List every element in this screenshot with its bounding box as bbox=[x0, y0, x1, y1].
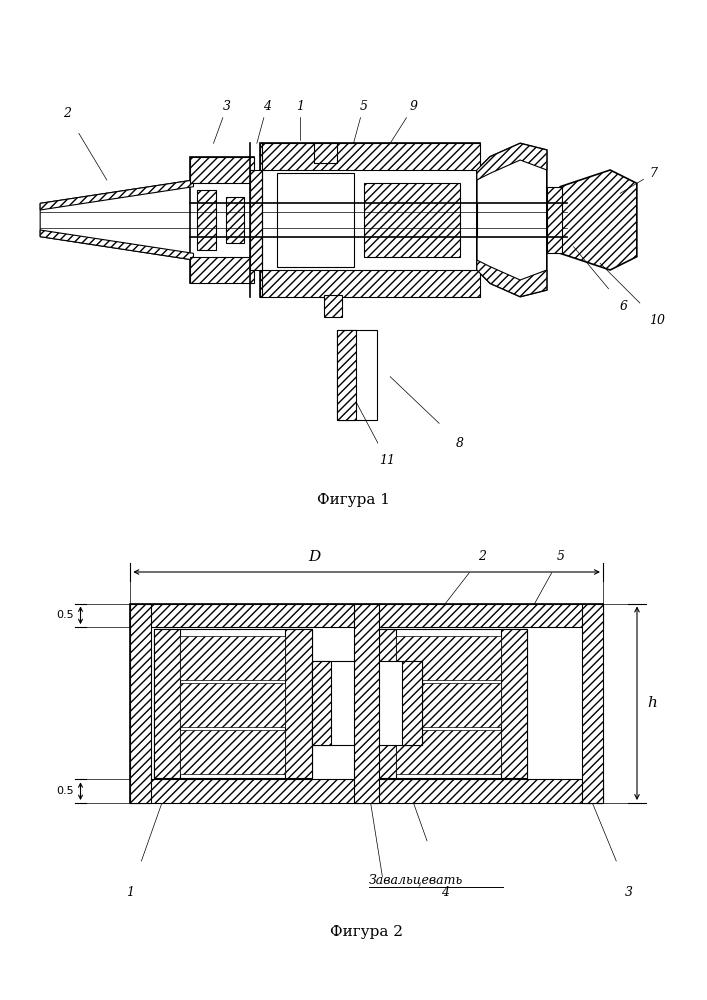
Bar bbox=[354, 603, 379, 803]
Text: 2: 2 bbox=[63, 107, 71, 120]
Text: 9: 9 bbox=[409, 100, 418, 113]
Bar bbox=[190, 157, 254, 183]
Polygon shape bbox=[477, 143, 547, 180]
Text: 6: 6 bbox=[619, 300, 628, 313]
Polygon shape bbox=[477, 260, 547, 297]
Polygon shape bbox=[40, 180, 194, 260]
Bar bbox=[285, 629, 312, 778]
Bar bbox=[180, 636, 285, 680]
Text: 11: 11 bbox=[379, 454, 395, 466]
Bar bbox=[130, 603, 603, 627]
Bar bbox=[337, 330, 377, 420]
Bar bbox=[501, 629, 527, 778]
Text: 10: 10 bbox=[649, 314, 665, 326]
Text: 1: 1 bbox=[296, 100, 304, 113]
Polygon shape bbox=[477, 143, 547, 297]
Bar bbox=[154, 629, 180, 778]
Polygon shape bbox=[560, 170, 637, 270]
Bar bbox=[260, 143, 480, 297]
Text: h: h bbox=[648, 696, 658, 710]
Polygon shape bbox=[40, 230, 194, 260]
Text: Фигура 1: Фигура 1 bbox=[317, 493, 390, 507]
Bar bbox=[369, 629, 395, 778]
Bar bbox=[313, 143, 337, 163]
Bar bbox=[363, 183, 460, 257]
Bar bbox=[337, 330, 356, 420]
Bar bbox=[312, 661, 332, 745]
Bar bbox=[395, 636, 501, 680]
Bar bbox=[369, 629, 527, 778]
Text: 7: 7 bbox=[650, 167, 658, 180]
Bar bbox=[312, 661, 422, 745]
Text: 3: 3 bbox=[625, 886, 633, 899]
Text: 4: 4 bbox=[441, 886, 450, 899]
Bar bbox=[197, 190, 216, 250]
Bar bbox=[154, 629, 312, 778]
Text: Завальцевать: Завальцевать bbox=[369, 874, 464, 887]
Polygon shape bbox=[40, 180, 194, 210]
Text: 5: 5 bbox=[359, 100, 368, 113]
Bar bbox=[180, 730, 285, 774]
Bar bbox=[180, 683, 285, 727]
Bar bbox=[130, 603, 603, 803]
Text: 2: 2 bbox=[478, 550, 486, 563]
Bar bbox=[277, 173, 354, 267]
Text: 5: 5 bbox=[557, 550, 565, 563]
Text: 3: 3 bbox=[223, 100, 230, 113]
Text: 8: 8 bbox=[456, 437, 464, 450]
Bar bbox=[324, 295, 342, 317]
Bar bbox=[260, 143, 480, 170]
Text: 0.5: 0.5 bbox=[57, 786, 74, 796]
Text: D: D bbox=[308, 550, 320, 564]
Bar bbox=[547, 187, 561, 253]
Bar bbox=[190, 257, 254, 283]
Bar bbox=[250, 170, 262, 270]
Bar bbox=[226, 197, 244, 243]
Text: 0.5: 0.5 bbox=[57, 610, 74, 620]
Bar bbox=[582, 603, 603, 803]
Bar bbox=[395, 683, 501, 727]
Bar bbox=[190, 157, 254, 283]
Text: 4: 4 bbox=[263, 100, 271, 113]
Bar bbox=[130, 779, 603, 803]
Bar bbox=[130, 603, 151, 803]
Bar bbox=[402, 661, 422, 745]
Bar bbox=[260, 270, 480, 297]
Text: Фигура 2: Фигура 2 bbox=[330, 925, 403, 939]
Text: 1: 1 bbox=[127, 886, 134, 899]
Bar bbox=[395, 730, 501, 774]
